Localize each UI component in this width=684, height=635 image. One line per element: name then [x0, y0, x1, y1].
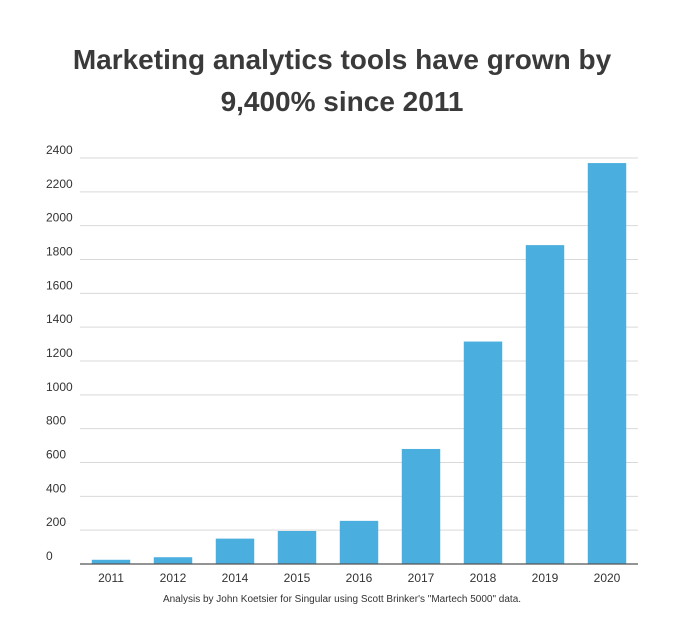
x-tick-label-2017: 2017 — [408, 571, 435, 585]
x-tick-label-2012: 2012 — [160, 571, 187, 585]
chart-title-line-2: 9,400% since 2011 — [220, 86, 464, 117]
y-tick-label: 1600 — [46, 278, 73, 292]
bar-2019 — [525, 245, 565, 564]
x-tick-label-2016: 2016 — [346, 571, 373, 585]
y-tick-label: 400 — [46, 481, 66, 495]
y-tick-label: 0 — [46, 549, 53, 563]
y-tick-label: 2200 — [46, 177, 73, 191]
y-axis-tick-labels: 0 200 400 600 800 1000 1200 1400 1600 1800 2000 220… — [46, 143, 73, 563]
x-axis-tick-labels: 2011 2012 2014 2015 2016 2017 2018 2019 2020 — [98, 571, 621, 585]
bar-2012 — [153, 557, 193, 564]
y-tick-label: 200 — [46, 515, 66, 529]
bars — [91, 163, 627, 564]
bar-2016 — [339, 520, 379, 564]
y-tick-label: 1000 — [46, 380, 73, 394]
y-tick-label: 2000 — [46, 211, 73, 225]
bar-2017 — [401, 448, 441, 564]
bar-2011 — [91, 559, 131, 564]
x-tick-label-2011: 2011 — [98, 571, 124, 585]
chart-footnote: Analysis by John Koetsier for Singular u… — [162, 594, 522, 605]
bar-2015 — [277, 531, 317, 564]
bar-2014 — [215, 538, 255, 564]
x-tick-label-2018: 2018 — [470, 571, 497, 585]
y-tick-label: 600 — [46, 448, 66, 462]
y-tick-label: 1200 — [46, 346, 73, 360]
y-tick-label: 1400 — [46, 312, 73, 326]
chart-title-line-1: Marketing analytics tools have grown by — [72, 44, 612, 75]
x-tick-label-2019: 2019 — [532, 571, 559, 585]
y-tick-label: 2400 — [46, 143, 73, 157]
y-tick-label: 1800 — [46, 245, 73, 259]
bar-2018 — [463, 341, 503, 564]
bar-2020 — [587, 163, 627, 564]
x-tick-label-2015: 2015 — [284, 571, 311, 585]
y-tick-label: 800 — [46, 414, 66, 428]
x-tick-label-2020: 2020 — [594, 571, 621, 585]
x-tick-label-2014: 2014 — [222, 571, 249, 585]
